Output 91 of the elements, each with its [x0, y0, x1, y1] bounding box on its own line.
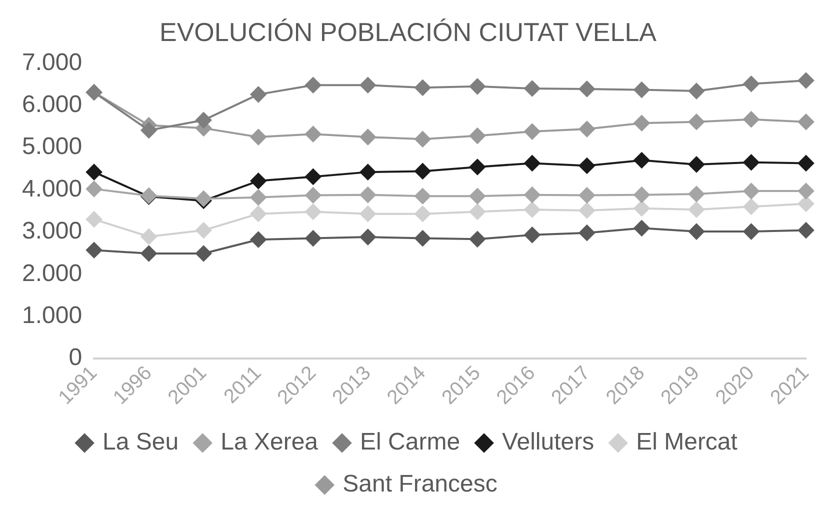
point: [414, 80, 431, 96]
point: [414, 206, 431, 222]
point: [86, 242, 102, 258]
point: [688, 114, 704, 130]
point: [469, 231, 486, 248]
y-tick-label: 1.000: [22, 302, 82, 329]
point: [634, 152, 650, 168]
point: [798, 183, 814, 200]
point: [798, 196, 814, 212]
point: [250, 189, 266, 206]
point: [140, 122, 157, 138]
point: [414, 131, 431, 148]
point: [798, 222, 814, 238]
point: [578, 224, 595, 241]
point: [305, 126, 322, 142]
point: [469, 188, 486, 204]
point: [360, 129, 376, 146]
y-tick-label: 2.000: [22, 260, 82, 287]
legend-label: Velluters: [502, 428, 594, 456]
point: [688, 224, 704, 240]
point: [524, 186, 540, 203]
point: [743, 76, 760, 92]
point: [140, 246, 157, 262]
point: [250, 172, 266, 189]
point: [196, 246, 212, 262]
point: [86, 180, 102, 197]
point: [414, 230, 431, 246]
legend-label: El Mercat: [636, 428, 738, 456]
point: [86, 164, 102, 180]
point: [798, 114, 814, 130]
point: [524, 124, 540, 140]
point: [469, 78, 486, 94]
point: [578, 158, 595, 174]
point: [469, 128, 486, 144]
point: [743, 198, 760, 215]
point: [250, 86, 266, 102]
point: [688, 202, 704, 218]
point: [469, 159, 486, 175]
y-tick-label: 0: [68, 344, 82, 372]
point: [688, 186, 704, 202]
point: [634, 220, 650, 236]
point: [250, 129, 266, 146]
point: [86, 211, 102, 228]
point: [305, 230, 322, 246]
point: [578, 121, 595, 138]
point: [743, 154, 760, 170]
y-tick-label: 7.000: [22, 48, 82, 76]
point: [524, 155, 540, 172]
y-tick-label: 3.000: [22, 218, 82, 245]
point: [798, 155, 814, 172]
point: [196, 222, 212, 238]
point: [360, 77, 376, 94]
legend-label: La Seu: [102, 428, 179, 456]
point: [688, 156, 704, 172]
point: [743, 224, 760, 240]
point: [743, 111, 760, 128]
legend-label: Sant Francesc: [342, 470, 498, 498]
chart-title: EVOLUCIÓN POBLACIÓN CIUTAT VELLA: [159, 16, 658, 47]
point: [524, 226, 540, 243]
y-tick-label: 6.000: [22, 91, 82, 118]
point: [798, 72, 814, 88]
point: [743, 183, 760, 200]
point: [634, 115, 650, 132]
point: [360, 186, 376, 203]
point: [196, 112, 212, 128]
point: [524, 202, 540, 218]
point: [634, 200, 650, 216]
point: [578, 80, 595, 97]
point: [578, 202, 595, 218]
point: [360, 206, 376, 222]
point: [414, 163, 431, 180]
point: [250, 206, 266, 222]
point: [250, 232, 266, 248]
legend-label: El Carme: [360, 428, 460, 456]
point: [305, 204, 322, 220]
point: [140, 228, 157, 245]
point: [524, 80, 540, 97]
point: [688, 83, 704, 100]
point: [305, 187, 322, 204]
point: [634, 82, 650, 98]
y-tick-label: 4.000: [22, 175, 82, 202]
point: [578, 187, 595, 204]
point: [360, 229, 376, 246]
point: [634, 186, 650, 203]
y-tick-label: 5.000: [22, 133, 82, 160]
point: [360, 164, 376, 180]
point: [469, 204, 486, 220]
point: [305, 168, 322, 185]
legend-label: La Xerea: [220, 428, 319, 456]
point: [305, 77, 322, 94]
point: [414, 188, 431, 204]
